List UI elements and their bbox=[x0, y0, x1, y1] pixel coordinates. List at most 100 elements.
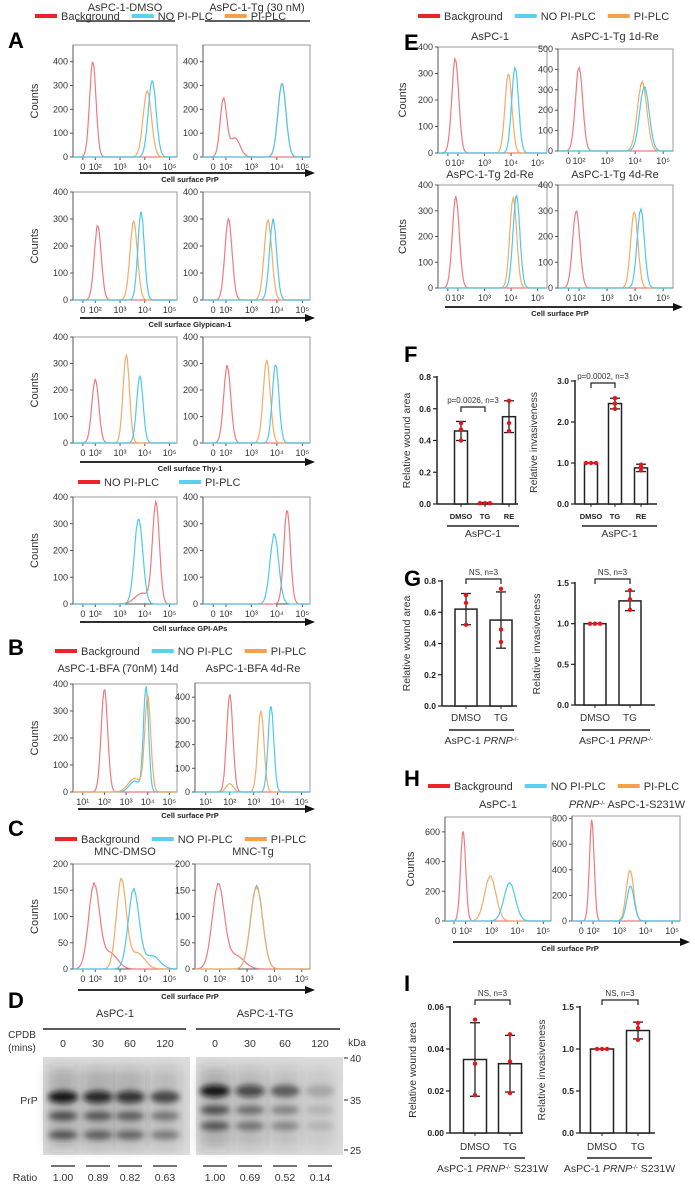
y-tick-label: 200 bbox=[425, 886, 440, 896]
x-tick-label: 10⁴ bbox=[504, 158, 518, 168]
time-label: 120 bbox=[156, 1038, 174, 1050]
x-tick-label: 0 bbox=[80, 162, 85, 172]
data-point bbox=[482, 501, 488, 506]
significance-bracket bbox=[601, 999, 639, 1005]
y-tick-label: 0.06 bbox=[427, 1002, 444, 1012]
y-tick-label: 100 bbox=[418, 257, 433, 267]
x-tick-label: 10² bbox=[219, 305, 232, 315]
histogram-curve-pi-plc bbox=[203, 359, 310, 444]
time-label: 30 bbox=[92, 1038, 104, 1050]
x-tick-label: 10⁵ bbox=[163, 448, 177, 458]
data-point bbox=[627, 597, 633, 602]
blot-bands bbox=[48, 1068, 180, 1148]
data-point bbox=[506, 428, 512, 434]
panel-letter-e: E bbox=[404, 30, 419, 55]
y-axis-label: Relative wound area bbox=[401, 595, 413, 691]
data-point bbox=[612, 396, 618, 401]
time-axis-label: (mins) bbox=[8, 1043, 36, 1054]
protein-band bbox=[235, 1085, 265, 1097]
y-tick-label: 0 bbox=[562, 916, 567, 926]
significance-annotation: NS, n=3 bbox=[478, 989, 508, 998]
x-tick-label: 10⁵ bbox=[163, 162, 177, 172]
y-tick-label: 600 bbox=[552, 839, 567, 849]
data-point bbox=[498, 586, 504, 592]
histogram-curve-background bbox=[558, 66, 673, 152]
x-tick-label: 10³ bbox=[120, 797, 133, 807]
histogram-title: AsPC-1 bbox=[471, 31, 509, 43]
x-tick-label: 10⁴ bbox=[267, 974, 281, 984]
time-axis-label: CPDB bbox=[8, 1030, 36, 1041]
y-tick-label: 300 bbox=[538, 206, 553, 216]
time-label: 30 bbox=[244, 1038, 256, 1050]
histogram-curve-no-pi-plc bbox=[195, 884, 310, 970]
protein-band bbox=[270, 1106, 300, 1114]
category-label: TG bbox=[610, 512, 621, 521]
genotype-superscript: -/- bbox=[505, 1165, 511, 1171]
y-tick-label: 200 bbox=[53, 546, 68, 556]
data-point bbox=[498, 627, 504, 632]
y-tick-label: 400 bbox=[183, 332, 198, 342]
x-tick-label: 10³ bbox=[114, 305, 127, 315]
label-text: AsPC-1 bbox=[465, 528, 501, 540]
x-axis-arrow: Cell surface PrP bbox=[80, 169, 315, 184]
ratio-value: 1.00 bbox=[205, 1172, 226, 1184]
group-label: AsPC-1 PRNP-/- bbox=[579, 735, 653, 747]
y-tick-label: 200 bbox=[183, 241, 198, 251]
histogram-curve-pi-plc bbox=[195, 710, 310, 793]
protein-band bbox=[305, 1085, 335, 1097]
y-tick-label: 400 bbox=[53, 492, 68, 502]
y-tick-label: 300 bbox=[183, 214, 198, 224]
flow-histogram-a-6: 0 100 200 300 400 0 10² 10³ 10⁴ 10⁵ Counts bbox=[29, 492, 178, 619]
x-tick-label: 10² bbox=[213, 974, 226, 984]
protein-band bbox=[83, 1112, 113, 1120]
x-tick-label: 10³ bbox=[114, 609, 127, 619]
y-tick-label: 600 bbox=[425, 827, 440, 837]
kda-label: kDa bbox=[348, 1038, 366, 1049]
category-label: DMSO bbox=[587, 1142, 617, 1153]
y-tick-label: 0 bbox=[193, 152, 198, 162]
histogram-curve-pi-plc bbox=[73, 518, 177, 605]
legend-label: Background bbox=[444, 11, 503, 23]
bar-tg bbox=[618, 600, 642, 706]
x-tick-label: 0 bbox=[203, 974, 208, 984]
x-axis-label: Cell surface PrP bbox=[161, 992, 219, 1001]
data-point bbox=[472, 1017, 478, 1022]
legend-label: PI-PLC bbox=[271, 646, 307, 658]
y-tick-label: 200 bbox=[53, 104, 68, 114]
y-tick-label: 2.0 bbox=[557, 417, 569, 427]
y-tick-label: 0.2 bbox=[419, 467, 431, 477]
x-tick-label: 0 bbox=[566, 293, 571, 303]
data-point bbox=[594, 1046, 600, 1052]
gene-name: PRNP bbox=[603, 1163, 632, 1175]
histogram-curve-background bbox=[73, 61, 177, 158]
histogram-curve-no-pi-plc bbox=[558, 85, 673, 152]
legend-a: Background NO PI-PLC PI-PLC bbox=[35, 11, 286, 23]
x-tick-label: 10⁵ bbox=[163, 974, 177, 984]
legend-label: Background bbox=[454, 781, 513, 793]
y-tick-label: 0 bbox=[185, 787, 190, 797]
y-tick-label: 0 bbox=[63, 295, 68, 305]
histogram-curve-pi-plc bbox=[203, 218, 310, 301]
legend-label: NO PI-PLC bbox=[104, 477, 159, 489]
x-tick-label: 0 bbox=[80, 305, 85, 315]
x-tick-label: 10⁴ bbox=[639, 926, 653, 936]
x-tick-label: 10⁵ bbox=[295, 162, 309, 172]
y-tick-label: 0.0 bbox=[419, 499, 431, 509]
y-tick-label: 0.0 bbox=[562, 1128, 574, 1138]
legend-label: Background bbox=[81, 834, 140, 846]
x-tick-label: 10⁴ bbox=[270, 448, 284, 458]
y-tick-label: 400 bbox=[418, 42, 433, 52]
legend-label: NO PI-PLC bbox=[178, 834, 233, 846]
x-tick-label: 10² bbox=[451, 158, 464, 168]
y-tick-label: 1.5 bbox=[562, 1002, 574, 1012]
data-point bbox=[635, 1020, 641, 1026]
y-tick-label: 0.5 bbox=[557, 659, 569, 669]
y-axis-label: Counts bbox=[405, 851, 417, 886]
protein-band bbox=[115, 1112, 145, 1120]
histogram-curve-pi-plc bbox=[558, 79, 673, 152]
legend-b: Background NO PI-PLC PI-PLC bbox=[55, 646, 306, 658]
y-tick-label: 400 bbox=[183, 492, 198, 502]
y-tick-label: 100 bbox=[53, 128, 68, 138]
x-tick-label: 10⁴ bbox=[138, 305, 152, 315]
